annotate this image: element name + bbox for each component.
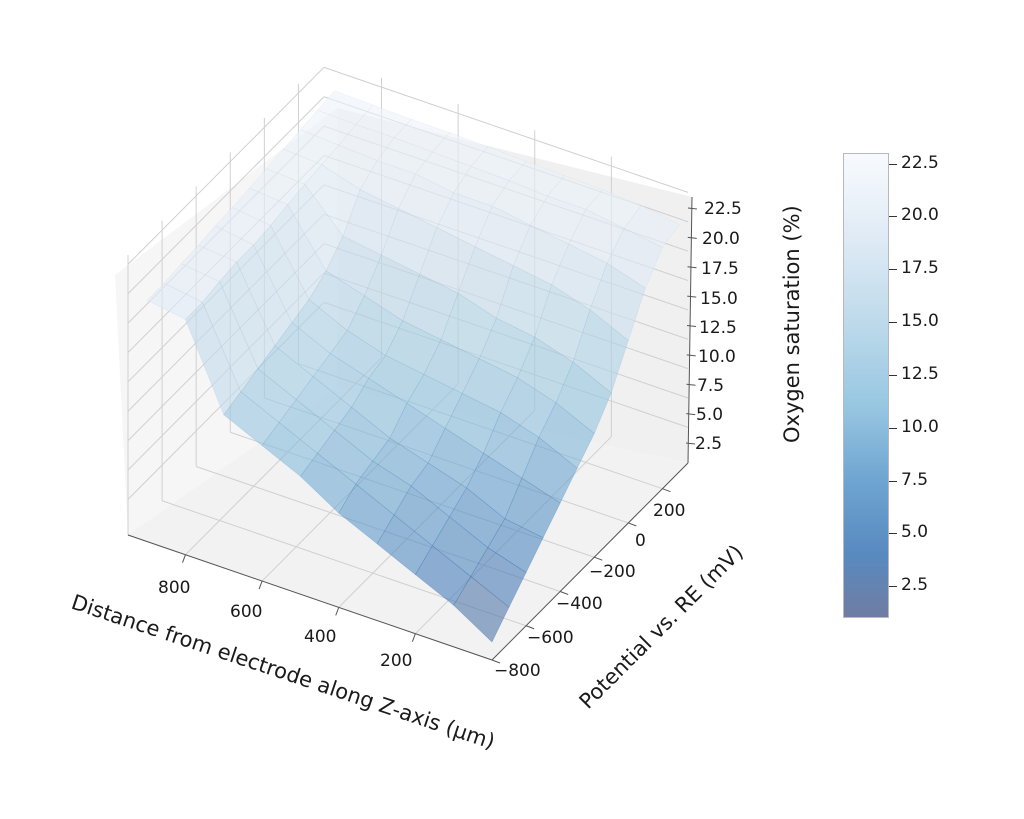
gridline: [687, 236, 697, 239]
colorbar-tick-label: 15.0: [901, 311, 939, 332]
z-axis-label: Oxygen saturation (%): [780, 205, 804, 443]
surface-facet: [529, 195, 587, 245]
colorbar-tick-label: 20.0: [901, 205, 939, 226]
colorbar-tick-label: 17.5: [901, 258, 939, 279]
gridline: [628, 522, 637, 527]
colorbar-tick: [889, 374, 897, 376]
y-tick-label: 0: [635, 531, 646, 551]
z-tick-label: 10.0: [698, 347, 736, 367]
z-tick-label: 12.5: [699, 318, 737, 338]
surface-facet: [197, 225, 255, 263]
colorbar-tick-label: 10.0: [901, 416, 939, 437]
surface-facet: [376, 514, 433, 576]
colorbar-tick: [889, 533, 897, 535]
gridline: [411, 633, 416, 642]
gridline: [686, 354, 696, 357]
gridline: [686, 325, 697, 327]
colorbar-tick: [889, 480, 897, 482]
surface-facet: [500, 377, 557, 438]
surface-facet: [453, 576, 510, 643]
surface-facet: [261, 422, 318, 477]
y-tick-label: −200: [589, 562, 636, 582]
y-tick-label: −600: [527, 628, 574, 648]
surface-facet: [346, 295, 404, 356]
gridline: [127, 67, 325, 265]
gridline: [258, 580, 263, 590]
z-tick-label: 17.5: [701, 259, 739, 279]
gridline: [491, 659, 501, 664]
gridline: [685, 442, 696, 445]
y-tick-label: −800: [494, 661, 541, 681]
x-tick-label: 800: [158, 578, 190, 598]
gridline: [182, 554, 186, 563]
surface-facet: [546, 175, 604, 210]
z-tick-label: 7.5: [697, 376, 724, 396]
x-tick-label: 600: [230, 602, 262, 622]
surface-facet: [338, 483, 395, 545]
colorbar-tick-label: 12.5: [901, 363, 939, 384]
surface-facet: [538, 402, 595, 469]
surface-facet: [185, 301, 242, 416]
surface-facet: [487, 518, 544, 573]
gridline: [687, 207, 698, 210]
gridline: [127, 96, 325, 295]
colorbar-tick-label: 5.0: [901, 522, 929, 543]
gridline: [559, 591, 569, 595]
gridline: [525, 625, 535, 630]
surface-facet: [372, 437, 429, 487]
colorbar-tick: [889, 216, 897, 218]
x-axis-line: [127, 534, 493, 661]
colorbar-tick-label: 7.5: [901, 469, 929, 490]
surface-facet: [483, 412, 540, 479]
y-axis-line: [491, 462, 689, 661]
colorbar-tick-label: 22.5: [901, 152, 939, 173]
colorbar-tick-label: 2.5: [901, 575, 929, 596]
z-tick-label: 2.5: [695, 434, 722, 454]
tick-marks: [182, 207, 698, 664]
surface-facet: [342, 189, 399, 256]
axes-lines: [127, 196, 693, 661]
colorbar-tick: [889, 427, 897, 429]
surface-facet: [457, 246, 514, 319]
z-axis-line: [687, 196, 693, 464]
colorbar-tick: [889, 269, 897, 271]
z-tick-label: 20.0: [702, 229, 740, 249]
y-tick-label: 200: [653, 501, 685, 521]
gridline: [594, 556, 603, 561]
gridline: [323, 66, 689, 193]
x-tick-label: 200: [380, 651, 412, 671]
surface-facet: [415, 151, 472, 194]
surface-facet: [415, 545, 472, 606]
z-tick-label: 22.5: [704, 199, 742, 219]
gridline: [662, 488, 671, 493]
surface-facet: [334, 406, 391, 462]
colorbar-tick: [889, 163, 897, 165]
y-tick-label: −400: [556, 594, 603, 614]
colorbar-tick: [889, 586, 897, 588]
surface-facet: [393, 119, 451, 153]
gridline: [687, 266, 697, 269]
gridline: [686, 383, 696, 386]
colorbar: [843, 153, 889, 618]
z-tick-label: 15.0: [700, 289, 738, 309]
z-tick-label: 5.0: [696, 405, 723, 425]
colorbar-tick: [889, 322, 897, 324]
surface-facet: [504, 477, 561, 539]
surface-facet: [466, 452, 523, 520]
gridline: [687, 295, 697, 298]
surface-facet: [521, 436, 578, 504]
gridline: [335, 607, 340, 616]
surface-facet: [368, 355, 425, 404]
surface-facet: [470, 146, 527, 182]
surface-mesh: [146, 90, 680, 643]
x-tick-label: 400: [304, 627, 336, 647]
gridline: [686, 413, 696, 416]
